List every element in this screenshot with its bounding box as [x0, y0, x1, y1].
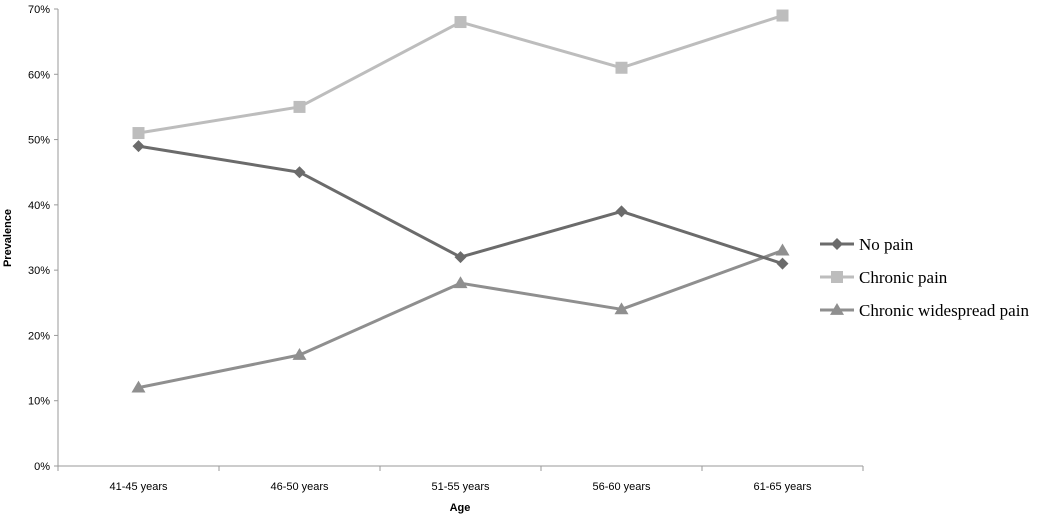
y-tick-label: 0% [34, 461, 50, 473]
series-chronic-widespread-pain [131, 243, 790, 393]
y-tick-label: 70% [28, 4, 50, 16]
data-point [615, 205, 628, 218]
data-point [775, 243, 790, 256]
y-axis-title: Prevalence [2, 209, 14, 267]
data-point [132, 140, 145, 153]
legend-item: No pain [820, 235, 914, 254]
legend: No pain Chronic pain Chronic widespread pa… [820, 235, 1029, 320]
series-line [138, 144, 783, 266]
y-tick-label: 10% [28, 396, 50, 408]
legend-swatch-marker [831, 271, 843, 283]
data-point [454, 251, 467, 264]
legend-item: Chronic pain [820, 268, 948, 287]
data-point [293, 166, 306, 179]
series-group [131, 9, 790, 393]
data-point [614, 302, 629, 315]
x-tick-label: 51-55 years [431, 481, 490, 493]
x-tick-label: 41-45 years [109, 481, 168, 493]
x-tick-label: 56-60 years [592, 481, 651, 493]
data-point [615, 61, 628, 74]
data-point [776, 257, 789, 270]
y-tick-label: 60% [28, 69, 50, 81]
legend-swatch-marker [831, 238, 843, 250]
x-ticks: 41-45 years 46-50 years 51-55 years 56-60 y… [57, 466, 864, 493]
series-chronic-pain [132, 9, 789, 140]
legend-label: No pain [859, 235, 914, 254]
data-point [293, 100, 306, 113]
legend-label: Chronic widespread pain [859, 301, 1029, 320]
legend-swatch-marker [830, 303, 844, 315]
y-tick-label: 30% [28, 265, 50, 277]
series-no-pain [132, 140, 789, 270]
y-tick-label: 40% [28, 200, 50, 212]
legend-label: Chronic pain [859, 268, 948, 287]
y-tick-label: 20% [28, 330, 50, 342]
x-tick-label: 46-50 years [270, 481, 329, 493]
legend-item: Chronic widespread pain [820, 301, 1029, 320]
series-line [138, 249, 784, 390]
data-point [453, 276, 468, 289]
x-tick-label: 61-65 years [753, 481, 812, 493]
x-axis-title: Age [450, 502, 471, 514]
data-point [131, 380, 146, 393]
y-tick-label: 50% [28, 135, 50, 147]
data-point [454, 16, 467, 29]
series-line [138, 14, 783, 135]
data-point [132, 127, 145, 140]
y-ticks: 0% 10% 20% 30% 40% 50% 60% 70% [28, 4, 58, 473]
data-point [776, 9, 789, 22]
axes [57, 9, 863, 467]
data-point [292, 348, 307, 360]
